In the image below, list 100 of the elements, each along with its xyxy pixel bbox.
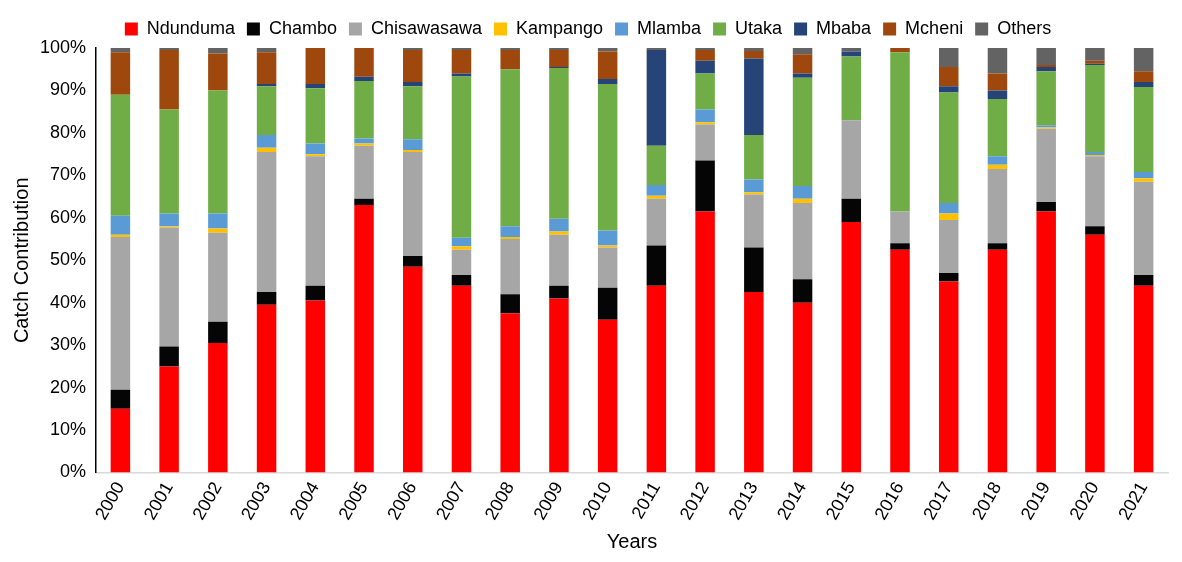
bar [208,48,228,54]
bar [305,300,326,473]
bar [208,90,228,214]
bar [403,152,423,257]
bar [1133,181,1154,276]
bar [792,202,813,280]
bar [792,185,813,199]
bar [744,135,764,180]
y-tick-label: 80% [50,121,87,142]
legend-label: Ndunduma [146,17,236,38]
bar [744,194,764,248]
bar [1036,128,1056,203]
bar [744,48,764,51]
bar [403,48,423,51]
y-tick-label: 10% [50,419,87,440]
bar [110,94,131,216]
bar [597,230,618,246]
bar [110,215,131,235]
bar [500,236,520,240]
bar [841,120,862,199]
bar [987,164,1008,169]
bar [256,84,277,87]
bar [987,90,1008,99]
bar [890,211,910,244]
bar [208,343,228,473]
bar [451,237,472,247]
bar [987,168,1008,244]
bar [256,86,277,136]
bar [403,139,423,150]
bar [1133,81,1154,88]
bar [646,198,667,246]
bar [987,48,1008,74]
bar [403,50,423,82]
bar [938,213,959,220]
bar [549,285,569,299]
y-tick-label: 90% [50,79,87,100]
y-axis-title: Catch Contribution [9,177,32,344]
bar [549,50,569,68]
bar [500,50,520,70]
bar [451,285,472,473]
y-tick-label: 60% [50,206,87,227]
y-tick-label: 30% [50,334,87,355]
bar [792,48,813,55]
bar [938,202,959,214]
bar [695,160,715,212]
bar [500,48,520,51]
bar [890,249,910,473]
bar [549,234,569,286]
bar [841,51,862,57]
bar [744,58,764,136]
bar [597,319,618,473]
bar [938,67,959,87]
bar [159,109,179,214]
bar [1085,226,1105,235]
bar [403,149,423,153]
bar [695,122,715,125]
bar [549,48,569,51]
bar [744,292,764,473]
x-axis-title: Years [606,529,658,552]
bar [1036,48,1056,65]
bar [159,366,179,473]
bar [890,243,910,250]
bar [597,78,618,85]
bar [792,73,813,78]
bar [987,73,1008,91]
bar [597,245,618,248]
legend-label: Others [997,17,1052,38]
bar [451,73,472,77]
bar [1036,202,1056,212]
bar [938,219,959,273]
bar [208,232,228,322]
bar [695,50,715,61]
bar [841,198,862,223]
bar [256,304,277,473]
bar [744,192,764,195]
bar [110,234,131,237]
bar [646,285,667,473]
bar [500,294,520,314]
bar [354,205,374,473]
bar [256,292,277,305]
bar [110,52,131,95]
bar [987,243,1008,250]
bar [305,154,326,157]
bar [256,147,277,153]
bar [1036,211,1056,473]
bar [938,86,959,93]
bar [159,48,179,51]
bar [305,156,326,286]
bar [500,313,520,473]
bar [354,143,374,146]
bar [354,48,374,77]
bar [646,48,667,51]
y-tick-label: 0% [60,461,87,482]
bar [1133,275,1154,286]
legend-label: Chambo [268,17,337,38]
bar [159,50,179,110]
bar [938,48,959,68]
bar [403,266,423,473]
bar [403,86,423,140]
bar [646,185,667,196]
